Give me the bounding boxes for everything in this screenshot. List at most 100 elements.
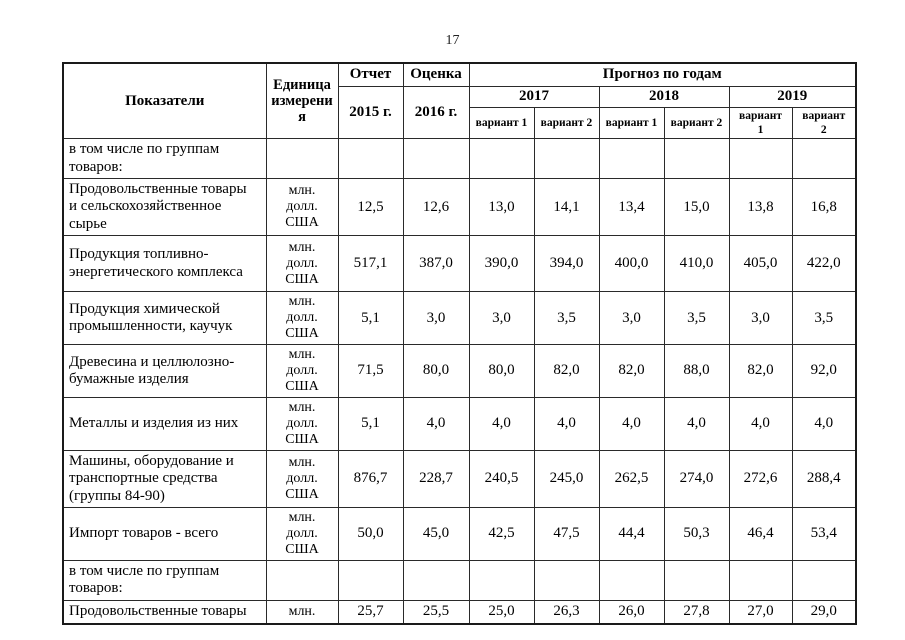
value-cell: 876,7 [337,449,404,508]
value-cell: 272,6 [728,449,793,508]
forecast-table: Показатели Единица измерения Отчет Оценк… [62,62,858,626]
table-row: в том числе по группам товаров: [62,559,857,601]
unit-cell: млн. долл. США [265,291,339,346]
value-cell [468,138,535,180]
value-cell [533,559,600,601]
value-cell: 400,0 [598,235,665,293]
row-label: Продукция химической промышленности, кау… [62,291,267,346]
value-cell: 288,4 [791,449,857,508]
unit-cell: млн. долл. США [265,449,339,508]
value-cell: 15,0 [663,178,730,237]
table-row: Продовольственные товары млн. 25,7 25,5 … [62,599,857,625]
value-cell [337,138,404,180]
table-row: Продукция топливно-энергетического компл… [62,235,857,293]
value-cell: 4,0 [791,396,857,451]
unit-cell: млн. долл. США [265,178,339,237]
value-cell: 12,5 [337,178,404,237]
unit-cell [265,138,339,180]
value-cell: 44,4 [598,506,665,561]
value-cell: 3,5 [791,291,857,346]
value-cell: 71,5 [337,344,404,398]
value-cell: 390,0 [468,235,535,293]
value-cell: 3,0 [468,291,535,346]
value-cell [402,138,470,180]
value-cell: 3,0 [402,291,470,346]
value-cell: 4,0 [663,396,730,451]
value-cell: 13,4 [598,178,665,237]
value-cell: 262,5 [598,449,665,508]
value-cell [468,559,535,601]
unit-cell [265,559,339,601]
value-cell: 47,5 [533,506,600,561]
unit-cell: млн. долл. США [265,396,339,451]
value-cell: 27,8 [663,599,730,625]
unit-cell: млн. долл. США [265,506,339,561]
col-header-forecast: Прогноз по годам [468,62,857,87]
table-row: Продукция химической промышленности, кау… [62,291,857,346]
value-cell: 3,5 [533,291,600,346]
col-header-2019-variant-2: вариант 2 [791,106,857,140]
value-cell: 13,0 [468,178,535,237]
value-cell: 26,0 [598,599,665,625]
value-cell: 228,7 [402,449,470,508]
value-cell: 394,0 [533,235,600,293]
value-cell: 4,0 [533,396,600,451]
value-cell: 50,0 [337,506,404,561]
col-header-year-2018: 2018 [598,85,730,108]
row-label: Продукция топливно-энергетического компл… [62,235,267,293]
value-cell [598,138,665,180]
value-cell: 80,0 [402,344,470,398]
unit-cell: млн. [265,599,339,625]
header-row-1: Показатели Единица измерения Отчет Оценк… [62,62,857,140]
col-header-unit: Единица измерения [265,62,339,140]
value-cell: 25,5 [402,599,470,625]
col-header-indicators: Показатели [62,62,267,140]
value-cell: 387,0 [402,235,470,293]
value-cell: 29,0 [791,599,857,625]
value-cell: 82,0 [728,344,793,398]
col-header-estimate: Оценка [402,62,470,87]
col-header-2018-variant-1: вариант 1 [598,106,665,140]
col-header-year-2017: 2017 [468,85,600,108]
header-row-2: 2015 г. 2016 г. 2017 2018 2019 [63,85,857,140]
row-label: Металлы и изделия из них [62,396,267,451]
value-cell: 4,0 [728,396,793,451]
col-header-2017-variant-1: вариант 1 [468,106,535,140]
value-cell [663,138,730,180]
value-cell: 82,0 [598,344,665,398]
value-cell: 45,0 [402,506,470,561]
table-row: Металлы и изделия из них млн. долл. США … [62,396,857,451]
value-cell: 4,0 [598,396,665,451]
row-label: Продовольственные товары [62,599,267,625]
value-cell: 240,5 [468,449,535,508]
row-label: Импорт товаров - всего [62,506,267,561]
value-cell [791,138,857,180]
value-cell: 92,0 [791,344,857,398]
row-label: в том числе по группам товаров: [62,138,267,180]
value-cell: 3,0 [598,291,665,346]
col-header-2018-variant-2: вариант 2 [663,106,730,140]
page-number: 17 [445,33,460,48]
value-cell [337,559,404,601]
value-cell: 16,8 [791,178,857,237]
value-cell: 517,1 [337,235,404,293]
value-cell: 422,0 [791,235,857,293]
row-label: Продовольственные товары и сельскохозяйс… [62,178,267,237]
value-cell [598,559,665,601]
value-cell: 25,0 [468,599,535,625]
value-cell: 50,3 [663,506,730,561]
col-header-2019-variant-1: вариант 1 [728,106,793,140]
value-cell: 3,5 [663,291,730,346]
value-cell [728,138,793,180]
row-label: Древесина и целлюлозно-бумажные изделия [62,344,267,398]
value-cell: 42,5 [468,506,535,561]
value-cell: 82,0 [533,344,600,398]
value-cell: 88,0 [663,344,730,398]
table-row: в том числе по группам товаров: [62,138,857,180]
value-cell [533,138,600,180]
value-cell: 12,6 [402,178,470,237]
table-row: Продовольственные товары и сельскохозяйс… [62,178,857,237]
unit-cell: млн. долл. США [265,344,339,398]
row-label: Машины, оборудование и транспортные сред… [62,449,267,508]
value-cell: 274,0 [663,449,730,508]
